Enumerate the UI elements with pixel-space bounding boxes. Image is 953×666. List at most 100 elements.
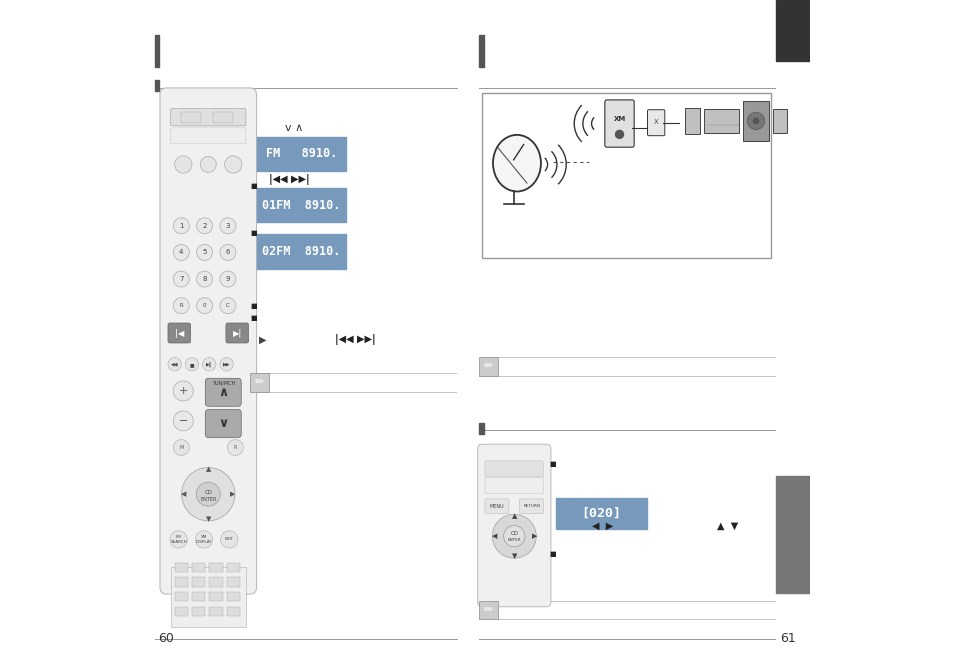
Circle shape [173,411,193,431]
Bar [482,93,771,258]
Circle shape [173,381,193,401]
Text: ■: ■ [548,460,555,467]
Ellipse shape [493,135,540,192]
Text: [020]: [020] [581,507,621,520]
Text: ▶|: ▶| [233,328,242,338]
Bar [773,109,786,133]
Text: 3: 3 [226,222,230,229]
Circle shape [220,358,233,371]
Circle shape [173,244,189,260]
Circle shape [220,244,235,260]
FancyBboxPatch shape [519,499,543,513]
Text: ✏: ✏ [483,361,493,372]
Circle shape [196,271,213,287]
FancyBboxPatch shape [168,323,191,343]
FancyBboxPatch shape [226,323,249,343]
Circle shape [220,218,235,234]
Text: 8: 8 [202,276,207,282]
Circle shape [200,157,216,172]
Text: ◀: ◀ [491,533,497,539]
Circle shape [173,271,189,287]
Bar [685,107,700,134]
Circle shape [220,298,235,314]
Circle shape [173,218,189,234]
Circle shape [174,156,192,173]
Bar [257,137,345,171]
Text: 5: 5 [202,249,207,256]
Text: ■: ■ [251,303,257,310]
Bar [227,607,239,616]
Text: R: R [179,303,183,308]
Bar [213,112,233,123]
Text: ✏: ✏ [254,377,264,388]
Text: ▼: ▼ [511,553,517,559]
Text: ■: ■ [190,362,194,367]
Circle shape [224,156,242,173]
Text: ■: ■ [251,230,257,236]
Bar [192,577,205,587]
FancyBboxPatch shape [604,100,634,147]
Text: M: M [179,445,183,450]
Circle shape [220,531,237,548]
Text: ▶: ▶ [531,533,537,539]
Text: ENTER: ENTER [507,538,520,542]
Text: 02FM  8910.: 02FM 8910. [262,245,340,258]
Circle shape [492,514,536,558]
Bar [227,577,239,587]
Bar [478,357,497,376]
FancyBboxPatch shape [484,499,509,513]
Circle shape [173,440,189,456]
Text: ▲: ▲ [511,513,517,519]
Bar [171,567,246,627]
Bar [227,592,239,601]
FancyBboxPatch shape [171,109,246,126]
Circle shape [195,531,213,548]
Circle shape [220,271,235,287]
Text: ▶: ▶ [230,491,235,498]
Text: ▶: ▶ [258,334,266,345]
Text: XM: XM [613,116,625,123]
Text: ∧: ∧ [218,386,228,399]
Bar [703,109,738,133]
Circle shape [196,244,213,260]
Text: ◀  ▶: ◀ ▶ [591,521,612,531]
Circle shape [746,112,764,129]
Text: 61: 61 [780,631,795,645]
Bar [209,563,222,572]
Circle shape [170,531,187,548]
Bar [250,373,268,392]
Circle shape [185,358,198,371]
Text: 4: 4 [179,249,183,256]
Circle shape [227,440,243,456]
Text: ∨: ∨ [218,417,228,430]
Circle shape [615,131,623,139]
Text: EXIT: EXIT [225,537,233,541]
Text: |◀: |◀ [174,328,184,338]
Bar [181,112,201,123]
Text: RETURN: RETURN [522,504,539,508]
Circle shape [196,218,213,234]
Text: ■: ■ [251,315,257,322]
Text: XM
DISPLAY: XM DISPLAY [195,535,213,543]
Circle shape [752,117,759,125]
Bar [742,101,768,141]
Text: ENTER: ENTER [200,497,216,502]
Text: |◀◀ ▶▶|: |◀◀ ▶▶| [335,334,375,345]
Bar [174,607,188,616]
Text: 2: 2 [202,222,207,229]
Text: 01FM  8910.: 01FM 8910. [262,198,340,212]
Bar [209,577,222,587]
FancyBboxPatch shape [647,110,664,136]
Bar [192,607,205,616]
Text: CD: CD [204,490,213,496]
FancyBboxPatch shape [160,88,256,594]
Bar [154,35,159,67]
Bar [174,592,188,601]
Text: R: R [233,445,236,450]
Text: ▶▶: ▶▶ [223,362,230,367]
Bar [257,188,345,222]
Bar [174,563,188,572]
Bar [174,577,188,587]
Bar [154,80,159,91]
Text: ■: ■ [548,551,555,557]
